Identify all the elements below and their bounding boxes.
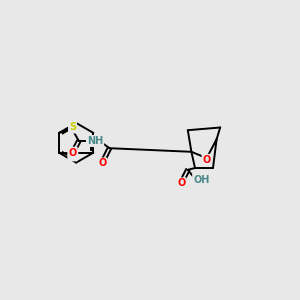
Text: NH: NH [87,136,103,146]
Text: O: O [68,148,77,158]
Text: O: O [202,155,211,165]
Text: O: O [98,158,106,169]
Text: O: O [177,178,186,188]
Text: OH: OH [193,175,209,185]
Text: S: S [69,122,76,133]
Text: N: N [68,150,76,161]
